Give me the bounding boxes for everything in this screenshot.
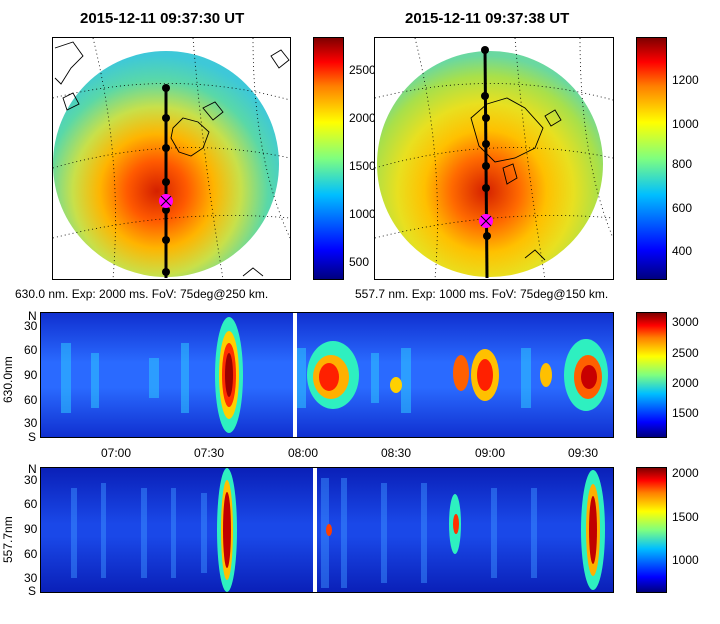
time-tick: 08:30 <box>381 446 412 460</box>
right-panel-caption: 557.7 nm. Exp: 1000 ms. FoV: 75deg@150 k… <box>355 287 609 301</box>
time-tick: 07:30 <box>194 446 225 460</box>
keogram2-cbar-tick: 1000 <box>672 553 699 567</box>
left-panel-title: 2015-12-11 09:37:30 UT <box>80 10 245 27</box>
keogram2-gap <box>313 468 317 592</box>
keogram2-events <box>217 468 605 592</box>
left-cbar-tick: 2500 <box>349 63 376 77</box>
keogram2-cbar-tick: 2000 <box>672 466 699 480</box>
keogram1-ytick: S <box>28 430 37 444</box>
keogram1-colorbar <box>636 312 667 438</box>
time-tick: 08:00 <box>288 446 319 460</box>
keogram1-ylabel: 630.0nm <box>1 356 15 403</box>
keogram1-ytick: 30 <box>24 319 38 333</box>
keogram1-cbar-tick: 3000 <box>672 315 699 329</box>
keogram2-ytick: 90 <box>24 522 38 536</box>
keogram2-ylabel: 557.7nm <box>1 516 15 563</box>
right-cbar-tick: 600 <box>672 201 693 215</box>
keogram1-ytick: 30 <box>24 416 38 430</box>
left-cbar-tick: 1000 <box>349 207 376 221</box>
left-panel-caption: 630.0 nm. Exp: 2000 ms. FoV: 75deg@250 k… <box>15 287 269 301</box>
keogram1-cbar-tick: 2000 <box>672 376 699 390</box>
time-tick: 09:00 <box>475 446 506 460</box>
left-cbar-tick: 2000 <box>349 111 376 125</box>
time-tick: 07:00 <box>101 446 132 460</box>
right-allsky-image <box>374 37 614 280</box>
keogram2-cbar-tick: 1500 <box>672 510 699 524</box>
right-cbar-tick: 1000 <box>672 117 699 131</box>
keogram1-ytick: 90 <box>24 368 38 382</box>
right-cbar-tick: 1200 <box>672 73 699 87</box>
keogram2-ytick: 30 <box>24 473 38 487</box>
keogram2-plot <box>40 467 614 593</box>
keogram1-ytick: 60 <box>24 393 38 407</box>
left-cbar-tick: 500 <box>349 255 370 269</box>
keogram1-ytick: 60 <box>24 343 38 357</box>
right-panel-title: 2015-12-11 09:37:38 UT <box>405 10 570 27</box>
keogram2-colorbar <box>636 467 667 593</box>
left-allsky-image <box>52 37 291 280</box>
time-tick: 09:30 <box>568 446 599 460</box>
left-colorbar <box>313 37 344 280</box>
keogram2-ytick: 60 <box>24 547 38 561</box>
keogram2-ytick: 30 <box>24 571 38 585</box>
keogram1-ytick: N <box>28 309 37 323</box>
right-cbar-tick: 400 <box>672 244 693 258</box>
keogram2-ytick: S <box>28 584 37 598</box>
keogram1-cbar-tick: 2500 <box>672 346 699 360</box>
right-colorbar <box>636 37 667 280</box>
keogram2-ytick: 60 <box>24 497 38 511</box>
right-cbar-tick: 800 <box>672 157 693 171</box>
keogram1-events <box>215 317 608 433</box>
keogram1-cbar-tick: 1500 <box>672 406 699 420</box>
left-cbar-tick: 1500 <box>349 159 376 173</box>
keogram1-gap <box>293 313 297 437</box>
keogram2-ytick: N <box>28 462 37 476</box>
keogram1-plot <box>40 312 614 438</box>
